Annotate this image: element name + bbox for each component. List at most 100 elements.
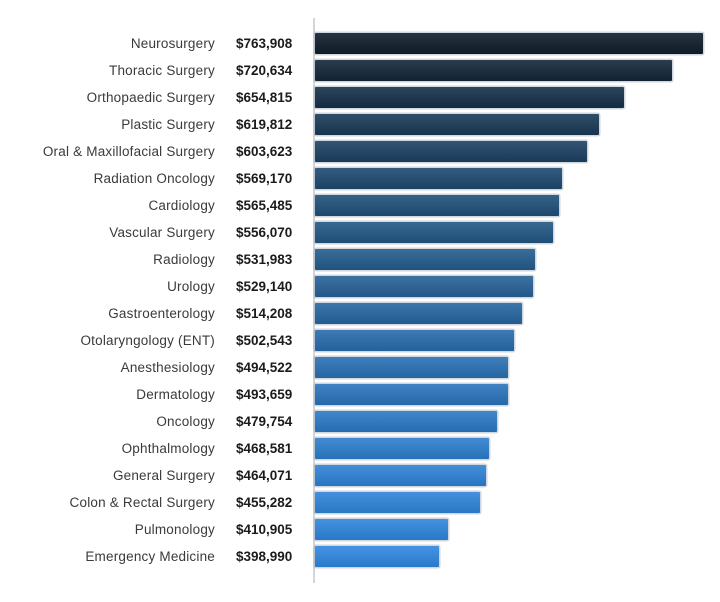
chart-row: Radiation Oncology $569,170: [0, 165, 720, 192]
bar: [315, 222, 553, 243]
category-label: Emergency Medicine: [85, 549, 215, 564]
bar: [315, 357, 509, 378]
chart-row: Orthopaedic Surgery $654,815: [0, 84, 720, 111]
bar: [315, 384, 508, 405]
value-label: $763,908: [236, 36, 293, 51]
chart-row: Pulmonology $410,905: [0, 516, 720, 543]
bar: [315, 492, 480, 513]
bar-track: [315, 276, 720, 297]
category-label: Colon & Rectal Surgery: [69, 495, 215, 510]
chart-rows: Neurosurgery $763,908 Thoracic Surgery $…: [0, 30, 720, 570]
bar-track: [315, 195, 720, 216]
value-label: $565,485: [236, 198, 293, 213]
category-label: Urology: [167, 279, 215, 294]
category-label: Oncology: [156, 414, 215, 429]
category-label: Gastroenterology: [108, 306, 215, 321]
bar-track: [315, 60, 720, 81]
value-label: $493,659: [236, 387, 293, 402]
category-label: General Surgery: [112, 468, 215, 483]
category-label: Orthopaedic Surgery: [86, 90, 215, 105]
chart-row: General Surgery $464,071: [0, 462, 720, 489]
value-label: $479,754: [236, 414, 293, 429]
bar: [315, 438, 490, 459]
value-label: $531,983: [236, 252, 293, 267]
chart-row: Ophthalmology $468,581: [0, 435, 720, 462]
bar-track: [315, 465, 720, 486]
bar: [315, 195, 560, 216]
bar: [315, 168, 563, 189]
bar-track: [315, 492, 720, 513]
category-label: Otolaryngology (ENT): [80, 333, 215, 348]
category-label: Vascular Surgery: [109, 225, 215, 240]
value-label: $502,543: [236, 333, 293, 348]
bar-track: [315, 519, 720, 540]
bar: [315, 519, 448, 540]
category-label: Plastic Surgery: [121, 117, 215, 132]
chart-row: Anesthesiology $494,522: [0, 354, 720, 381]
bar: [315, 276, 534, 297]
category-label: Radiology: [153, 252, 215, 267]
category-label: Ophthalmology: [121, 441, 215, 456]
bar-track: [315, 303, 720, 324]
chart-row: Radiology $531,983: [0, 246, 720, 273]
value-label: $720,634: [236, 63, 293, 78]
value-label: $410,905: [236, 522, 293, 537]
chart-row: Neurosurgery $763,908: [0, 30, 720, 57]
value-label: $556,070: [236, 225, 293, 240]
value-label: $514,208: [236, 306, 293, 321]
chart-row: Thoracic Surgery $720,634: [0, 57, 720, 84]
bar: [315, 330, 514, 351]
chart-row: Colon & Rectal Surgery $455,282: [0, 489, 720, 516]
value-label: $398,990: [236, 549, 293, 564]
bar-track: [315, 33, 720, 54]
chart-row: Plastic Surgery $619,812: [0, 111, 720, 138]
bar-track: [315, 411, 720, 432]
chart-row: Urology $529,140: [0, 273, 720, 300]
value-label: $654,815: [236, 90, 293, 105]
value-label: $619,812: [236, 117, 293, 132]
bar-track: [315, 330, 720, 351]
category-label: Anesthesiology: [120, 360, 215, 375]
bar-track: [315, 438, 720, 459]
bar-track: [315, 114, 720, 135]
bar: [315, 87, 625, 108]
bar: [315, 411, 498, 432]
value-label: $569,170: [236, 171, 293, 186]
bar: [315, 465, 487, 486]
bar: [315, 249, 536, 270]
bar-track: [315, 357, 720, 378]
bar: [315, 60, 672, 81]
value-label: $468,581: [236, 441, 293, 456]
bar: [315, 114, 599, 135]
value-label: $464,071: [236, 468, 293, 483]
chart-row: Gastroenterology $514,208: [0, 300, 720, 327]
bar: [315, 141, 588, 162]
chart-row: Dermatology $493,659: [0, 381, 720, 408]
category-label: Radiation Oncology: [93, 171, 215, 186]
category-label: Neurosurgery: [130, 36, 215, 51]
chart-row: Oral & Maxillofacial Surgery $603,623: [0, 138, 720, 165]
y-axis-line: [313, 18, 315, 583]
bar-track: [315, 168, 720, 189]
category-label: Oral & Maxillofacial Surgery: [42, 144, 215, 159]
category-label: Pulmonology: [134, 522, 215, 537]
value-label: $603,623: [236, 144, 293, 159]
bar-track: [315, 546, 720, 567]
chart-row: Emergency Medicine $398,990: [0, 543, 720, 570]
bar-track: [315, 222, 720, 243]
bar-track: [315, 87, 720, 108]
chart-row: Cardiology $565,485: [0, 192, 720, 219]
chart-row: Vascular Surgery $556,070: [0, 219, 720, 246]
bar: [315, 546, 440, 567]
value-label: $494,522: [236, 360, 293, 375]
value-label: $455,282: [236, 495, 293, 510]
bar: [315, 303, 523, 324]
chart-row: Oncology $479,754: [0, 408, 720, 435]
value-label: $529,140: [236, 279, 293, 294]
bar-track: [315, 249, 720, 270]
bar-track: [315, 141, 720, 162]
bar-track: [315, 384, 720, 405]
category-label: Dermatology: [136, 387, 215, 402]
chart-row: Otolaryngology (ENT) $502,543: [0, 327, 720, 354]
